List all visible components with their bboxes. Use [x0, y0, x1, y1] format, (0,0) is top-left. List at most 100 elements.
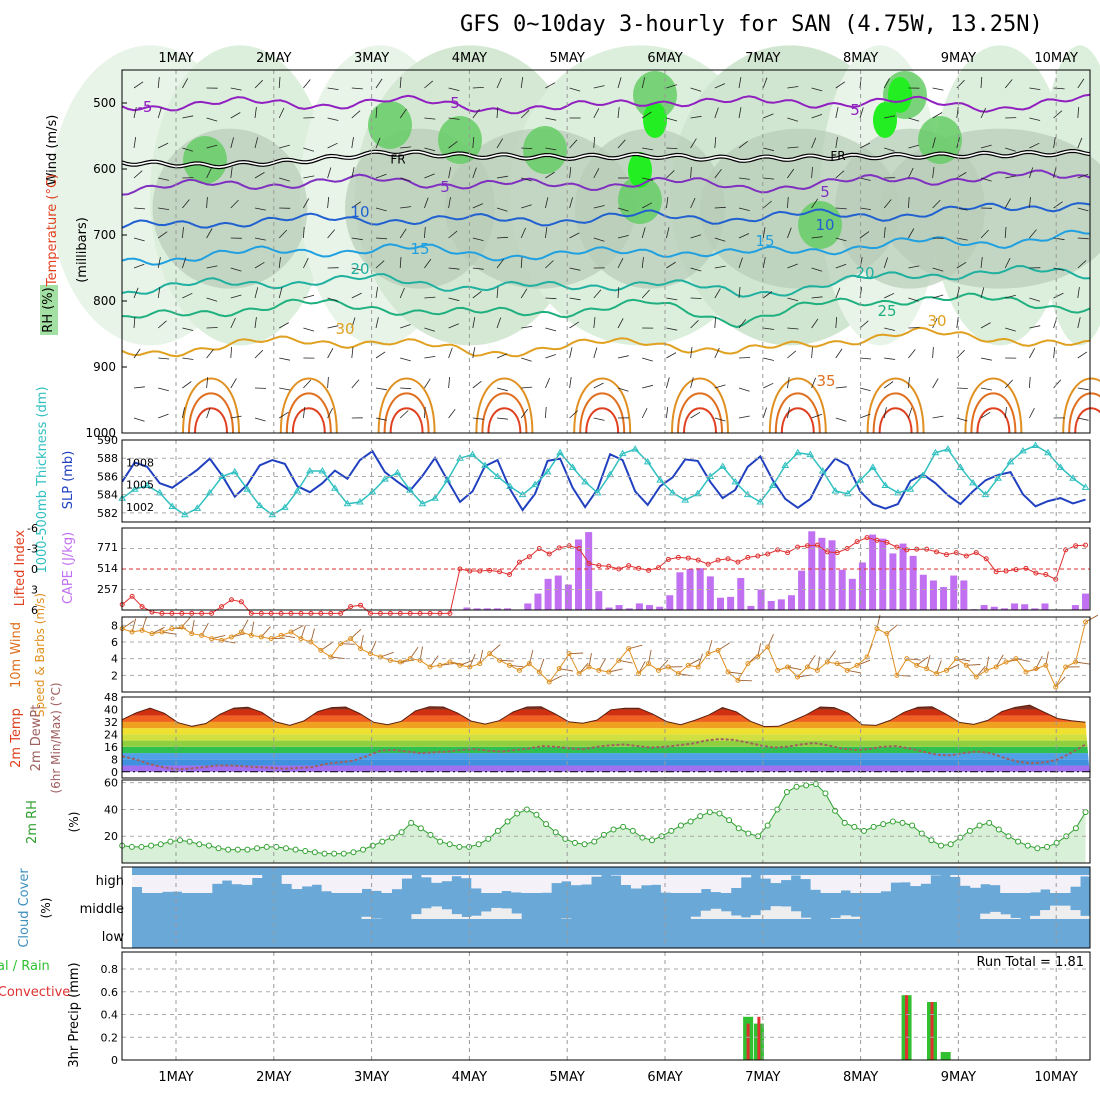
wind-barb [157, 77, 160, 89]
wind-barb [375, 287, 378, 299]
wind-barb [811, 377, 816, 389]
wind-barb [787, 117, 799, 122]
wind-barb [158, 357, 170, 360]
panel-frame [121, 69, 1091, 434]
cloud-high [740, 875, 752, 878]
temperature-contour [1074, 407, 1100, 434]
cape-bar [919, 574, 927, 610]
rh-point [581, 841, 588, 848]
cloud-middle [461, 916, 472, 919]
wind-barb [569, 377, 572, 389]
wind-barb [787, 86, 799, 89]
wind-barb [278, 411, 289, 419]
cloud-high [421, 875, 432, 878]
wind-barb [496, 317, 502, 329]
wind-barb [714, 83, 726, 89]
ylabel-minmax: (6hr Min/Max) (°C) [49, 682, 63, 793]
wind-barb [278, 257, 281, 269]
ytick-label: 1002 [126, 501, 154, 514]
series-point [818, 467, 827, 474]
wind-barb [690, 267, 702, 272]
wind-barb [424, 356, 436, 359]
lifted-index-point [139, 604, 145, 610]
precip-convective-bar [746, 1023, 750, 1060]
temperature-contour [291, 407, 326, 434]
lifted-index-point [1033, 570, 1039, 576]
wind-barb [980, 257, 983, 269]
cape-bar [747, 605, 755, 610]
series-point [443, 476, 452, 483]
series-point [418, 499, 427, 507]
wind-barb [399, 256, 402, 269]
wind-speed-point [1073, 659, 1079, 665]
wind-barb [496, 77, 502, 89]
lifted-index-point [725, 556, 731, 562]
cloud-high [132, 875, 143, 887]
wind-barb [1077, 260, 1087, 269]
wind-barb [254, 137, 259, 149]
wind-speed-point [536, 669, 542, 675]
series-point [906, 485, 915, 492]
wind-barb [496, 417, 508, 420]
wind-speed-point [427, 664, 433, 670]
rh-shading-max [643, 102, 667, 138]
wind-barb [617, 387, 629, 392]
cloud-high [221, 875, 233, 881]
lifted-index-point [765, 551, 771, 557]
contour-label: 30 [335, 320, 354, 338]
wind-barb [738, 177, 750, 180]
series-point [143, 481, 152, 489]
wind-barb [303, 79, 311, 89]
wind-barb [883, 257, 888, 269]
cloud-high [231, 875, 243, 885]
wind-barb [617, 235, 629, 239]
wind-barb [133, 417, 145, 422]
cape-bar [544, 578, 552, 610]
cape-bar [899, 543, 907, 610]
wind-barb [811, 114, 823, 119]
wind-barb [472, 380, 482, 389]
wind-barb [545, 354, 556, 359]
wind-barb [1005, 175, 1017, 179]
wind-barb [714, 107, 719, 119]
wind-barb [666, 227, 670, 239]
wind-barb [617, 77, 622, 89]
wind-barb [908, 377, 910, 389]
wind-barb [884, 357, 896, 360]
lifted-index-point [715, 557, 721, 563]
series-point [731, 477, 740, 485]
wind-barb [399, 410, 409, 419]
wind-barb [375, 106, 378, 119]
lifted-index-point [219, 604, 225, 610]
cape-bar [808, 531, 816, 610]
wind-barb [1005, 327, 1016, 332]
contour-label: 20 [350, 260, 369, 278]
rh-point [957, 834, 964, 841]
wind-barb [908, 167, 914, 179]
day-label-bottom: 3MAY [354, 1070, 389, 1085]
wind-barb [908, 196, 910, 209]
series-point [406, 486, 414, 493]
wind-barb [642, 202, 653, 209]
cape-bar [625, 608, 633, 610]
wind-barb [1029, 142, 1040, 149]
wind-barb [593, 85, 605, 89]
temp-band [122, 759, 1090, 766]
wind-barb [157, 320, 167, 329]
wind-speed-point [477, 661, 483, 667]
cloud-high [511, 875, 522, 893]
wind-barb [1053, 137, 1056, 149]
wind-barb [206, 167, 212, 179]
rh-point [803, 782, 810, 789]
rh-point [263, 843, 270, 850]
wind-barb [400, 177, 411, 182]
ylabel-slp: SLP (mb) [61, 451, 76, 510]
wind-barb [787, 350, 797, 359]
wind-barb [375, 137, 381, 149]
cloud-high [201, 875, 213, 893]
cloud-high [710, 875, 722, 893]
wind-barb [714, 417, 726, 422]
wind-barb [1077, 287, 1080, 299]
ylabel-thickness: 1000-500mb Thickness (dm) [35, 386, 50, 573]
